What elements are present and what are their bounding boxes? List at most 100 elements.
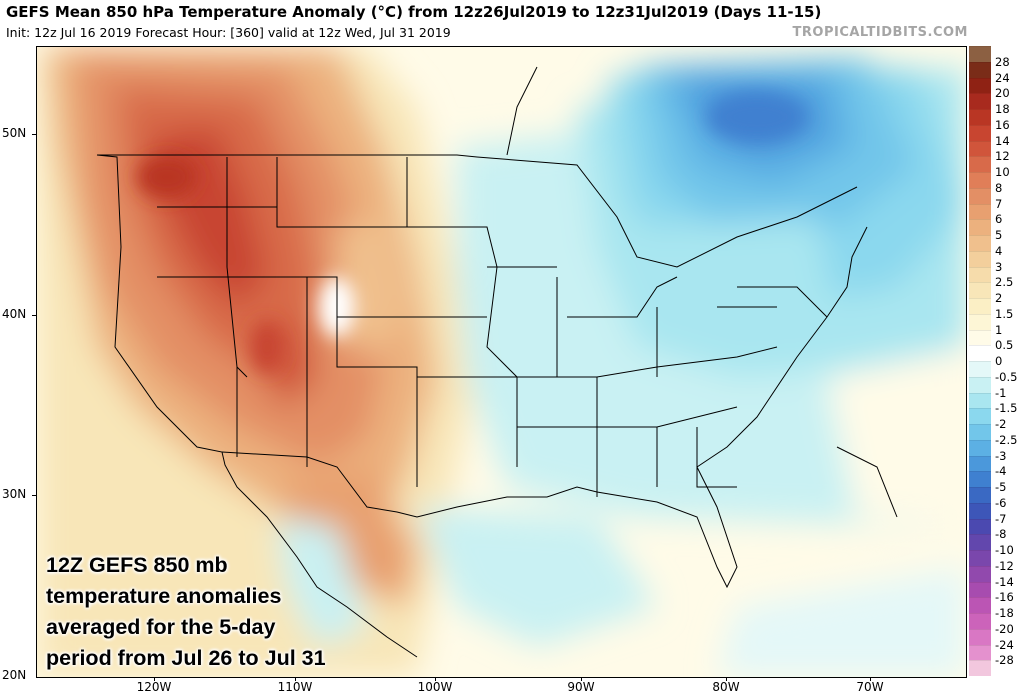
legend-swatch xyxy=(969,376,991,393)
lat-tick xyxy=(32,495,36,496)
legend-swatch xyxy=(969,172,991,189)
legend-swatch xyxy=(969,282,991,299)
legend-label: 2 xyxy=(995,291,1003,305)
legend-swatch xyxy=(969,518,991,535)
legend-swatch xyxy=(969,597,991,614)
legend-label: 3 xyxy=(995,259,1003,274)
legend-swatch xyxy=(969,93,991,110)
legend-swatch xyxy=(969,235,991,252)
anomaly-map xyxy=(36,46,967,678)
legend-label: 4 xyxy=(995,243,1003,258)
legend-label: -12 xyxy=(995,558,1014,573)
lon-label-80w: 80W xyxy=(712,680,740,694)
lon-label-110w: 110W xyxy=(277,680,313,694)
legend-label: -3 xyxy=(995,448,1007,463)
lon-label-70w: 70W xyxy=(856,680,884,694)
legend-swatch xyxy=(969,124,991,141)
legend-label: -20 xyxy=(995,621,1014,636)
legend-swatch xyxy=(969,502,991,519)
legend-label: 10 xyxy=(995,165,1010,179)
legend-swatch xyxy=(969,46,991,63)
legend-swatch xyxy=(969,109,991,126)
legend-swatch xyxy=(969,140,991,157)
legend-swatch xyxy=(969,644,991,661)
legend-swatch xyxy=(969,361,991,378)
legend-label: -7 xyxy=(995,511,1007,526)
legend-label: 5 xyxy=(995,228,1003,242)
legend-swatch xyxy=(969,392,991,409)
legend-swatch xyxy=(969,329,991,346)
map-subtitle: Init: 12z Jul 16 2019 Forecast Hour: [36… xyxy=(6,25,451,40)
legend-label: 16 xyxy=(995,117,1010,132)
legend-swatch xyxy=(969,455,991,472)
lon-tick xyxy=(870,677,871,681)
legend-label: -2 xyxy=(995,417,1007,431)
legend-label: -8 xyxy=(995,527,1007,542)
legend-swatch xyxy=(969,266,991,283)
legend-label: -28 xyxy=(995,653,1014,668)
lon-tick xyxy=(726,677,727,681)
lon-tick xyxy=(581,677,582,681)
legend-label: 14 xyxy=(995,133,1010,148)
legend-swatch xyxy=(969,487,991,504)
legend-label: 2.5 xyxy=(995,275,1014,290)
legend-swatch xyxy=(969,203,991,220)
legend-label: 1.5 xyxy=(995,306,1014,321)
legend-swatch xyxy=(969,565,991,582)
annotation-line: 12Z GEFS 850 mb xyxy=(46,553,228,577)
legend-label: 12 xyxy=(995,149,1010,164)
legend-swatch xyxy=(969,219,991,236)
legend-swatch xyxy=(969,250,991,267)
legend-label: 8 xyxy=(995,180,1003,195)
legend-swatch xyxy=(969,408,991,425)
legend-label: 0 xyxy=(995,354,1003,368)
annotation-line: averaged for the 5-day xyxy=(46,615,276,639)
anomaly-map-svg xyxy=(37,47,966,677)
brand-watermark: TROPICALTIDBITS.COM xyxy=(792,25,968,40)
legend-swatch xyxy=(969,313,991,330)
legend-label: 7 xyxy=(995,196,1003,211)
legend-swatch xyxy=(969,77,991,94)
legend-swatch xyxy=(969,534,991,551)
color-scale-legend xyxy=(969,46,991,676)
legend-label: -5 xyxy=(995,480,1007,494)
lon-tick xyxy=(435,677,436,681)
lon-tick xyxy=(295,677,296,681)
legend-label: 20 xyxy=(995,86,1010,101)
lat-label-40n: 40N xyxy=(2,307,27,321)
lon-label-100w: 100W xyxy=(417,680,453,694)
map-borders xyxy=(96,66,898,658)
anomaly-shading-detail xyxy=(137,91,807,373)
map-annotation: 12Z GEFS 850 mb temperature anomalies av… xyxy=(46,550,376,674)
legend-label: 28 xyxy=(995,54,1010,69)
legend-swatch xyxy=(969,613,991,630)
legend-label: 0.5 xyxy=(995,338,1014,353)
legend-swatch xyxy=(969,439,991,456)
map-title: GEFS Mean 850 hPa Temperature Anomaly (°… xyxy=(6,3,822,21)
legend-label: -16 xyxy=(995,590,1014,605)
legend-swatch xyxy=(969,471,991,488)
legend-swatch xyxy=(969,550,991,567)
legend-label: 1 xyxy=(995,322,1003,337)
lat-tick xyxy=(32,134,36,135)
legend-label: -2.5 xyxy=(995,432,1018,447)
legend-label: 24 xyxy=(995,70,1010,85)
legend-label: -1.5 xyxy=(995,401,1018,416)
lon-label-120w: 120W xyxy=(136,680,172,694)
legend-label: -24 xyxy=(995,637,1014,652)
legend-label: -18 xyxy=(995,606,1014,620)
legend-label: -10 xyxy=(995,543,1014,557)
legend-swatch xyxy=(969,156,991,173)
legend-label: 18 xyxy=(995,102,1010,116)
legend-swatch xyxy=(969,345,991,362)
lat-label-20n: 20N xyxy=(2,668,27,682)
legend-swatch xyxy=(969,187,991,204)
legend-label: -14 xyxy=(995,574,1014,589)
legend-swatch xyxy=(969,628,991,645)
lat-tick xyxy=(32,315,36,316)
legend-label: 6 xyxy=(995,212,1003,227)
annotation-line: period from Jul 26 to Jul 31 xyxy=(46,646,326,670)
legend-swatch xyxy=(969,581,991,598)
lat-label-30n: 30N xyxy=(2,487,27,501)
lon-tick xyxy=(154,677,155,681)
